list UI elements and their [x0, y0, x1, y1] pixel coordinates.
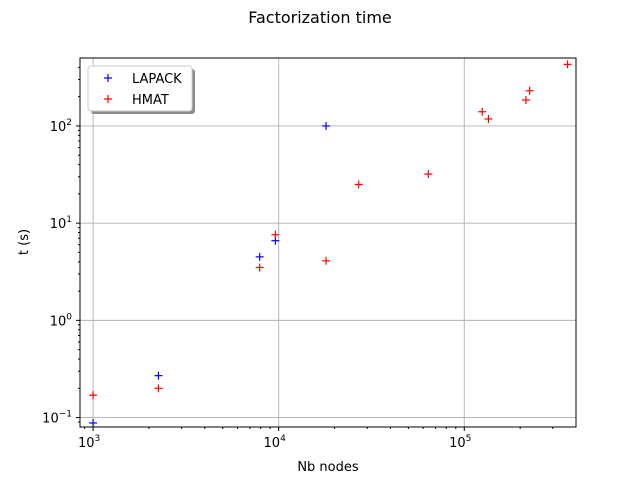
data-point-hmat	[525, 86, 534, 95]
grid	[80, 58, 576, 427]
legend: LAPACK HMAT	[87, 65, 195, 114]
y-tick-label: 102	[50, 118, 72, 135]
legend-label-hmat: HMAT	[132, 93, 169, 108]
data-point-lapack	[154, 371, 163, 380]
y-tick-label: 10−1	[42, 410, 72, 427]
legend-marker-lapack	[104, 74, 112, 82]
data-point-hmat	[478, 107, 487, 116]
series-lapack	[89, 121, 331, 427]
data-point-hmat	[271, 230, 280, 239]
data-point-hmat	[354, 180, 363, 189]
legend-label-lapack: LAPACK	[132, 72, 182, 87]
series-hmat	[89, 60, 572, 400]
axes-frame	[79, 57, 577, 428]
x-tick-label: 105	[449, 434, 471, 451]
plot-data	[89, 60, 572, 427]
x-tick-label: 104	[264, 434, 287, 451]
data-point-lapack	[322, 121, 331, 130]
y-axis-label: t (s)	[17, 229, 32, 255]
legend-box	[87, 65, 193, 112]
legend-marker-hmat	[104, 95, 112, 103]
data-point-hmat	[521, 95, 530, 104]
data-point-hmat	[89, 391, 98, 400]
x-axis-label: Nb nodes	[297, 460, 359, 475]
data-point-hmat	[255, 263, 264, 272]
data-point-hmat	[563, 60, 572, 69]
data-point-hmat	[322, 256, 331, 265]
y-tick-label: 100	[50, 312, 73, 329]
chart-title: Factorization time	[248, 8, 392, 27]
data-point-hmat	[484, 114, 493, 123]
y-tick-label: 101	[50, 215, 72, 232]
data-point-lapack	[255, 252, 264, 261]
x-tick-label: 103	[78, 434, 100, 451]
data-point-hmat	[424, 170, 433, 179]
ticks: 103 104 105 10−1 100 101 102	[42, 66, 554, 451]
data-point-lapack	[89, 418, 98, 427]
data-point-hmat	[154, 384, 163, 393]
